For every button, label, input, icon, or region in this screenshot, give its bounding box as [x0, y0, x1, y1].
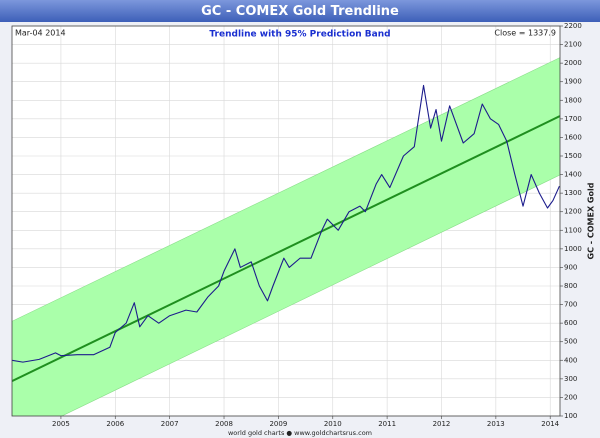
- y-tick-label: 2100: [564, 41, 582, 49]
- x-tick-label: 2013: [487, 420, 505, 428]
- y-tick-label: 1800: [564, 96, 582, 104]
- close-label: Close = 1337.9: [494, 29, 556, 38]
- y-tick-label: 1500: [564, 152, 582, 160]
- plot: [12, 57, 560, 416]
- y-tick-label: 600: [564, 319, 577, 327]
- y-axis-label: GC - COMEX Gold: [587, 182, 596, 259]
- x-tick-label: 2010: [324, 420, 342, 428]
- chart-title: GC - COMEX Gold Trendline: [201, 4, 399, 19]
- x-tick-label: 2011: [378, 420, 396, 428]
- y-tick-label: 1300: [564, 189, 582, 197]
- subtitle: Trendline with 95% Prediction Band: [209, 30, 390, 40]
- y-tick-label: 1400: [564, 171, 582, 179]
- x-tick-label: 2009: [269, 420, 287, 428]
- x-tick-label: 2008: [215, 420, 233, 428]
- y-tick-label: 900: [564, 263, 577, 271]
- y-tick-label: 100: [564, 412, 577, 420]
- x-tick-label: 2005: [52, 420, 70, 428]
- y-tick-label: 1600: [564, 133, 582, 141]
- plot-frame: [11, 25, 561, 417]
- trendline: [12, 115, 560, 382]
- y-tick-label: 1900: [564, 78, 582, 86]
- x-tick-label: 2007: [161, 420, 179, 428]
- y-tick-label: 2000: [564, 59, 582, 67]
- header: [0, 0, 600, 22]
- prediction-band: [12, 57, 560, 416]
- date-label: Mar-04 2014: [15, 29, 66, 38]
- y-tick-label: 1700: [564, 115, 582, 123]
- y-tick-label: 200: [564, 393, 577, 401]
- y-tick-label: 1100: [564, 226, 582, 234]
- y-tick-label: 800: [564, 282, 577, 290]
- y-tick-label: 700: [564, 301, 577, 309]
- price-line: [12, 84, 560, 363]
- y-tick-label: 500: [564, 338, 577, 346]
- y-tick-label: 1200: [564, 208, 582, 216]
- y-tick-label: 2200: [564, 22, 582, 30]
- x-tick-label: 2014: [541, 420, 559, 428]
- y-tick-label: 400: [564, 356, 577, 364]
- x-tick-label: 2012: [433, 420, 451, 428]
- footer: world gold charts ● www.goldchartsrus.co…: [228, 429, 372, 437]
- x-tick-label: 2006: [106, 420, 124, 428]
- y-tick-label: 300: [564, 375, 577, 383]
- y-tick-label: 1000: [564, 245, 582, 253]
